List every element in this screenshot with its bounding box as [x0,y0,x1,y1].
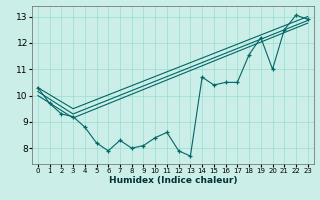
X-axis label: Humidex (Indice chaleur): Humidex (Indice chaleur) [108,176,237,185]
